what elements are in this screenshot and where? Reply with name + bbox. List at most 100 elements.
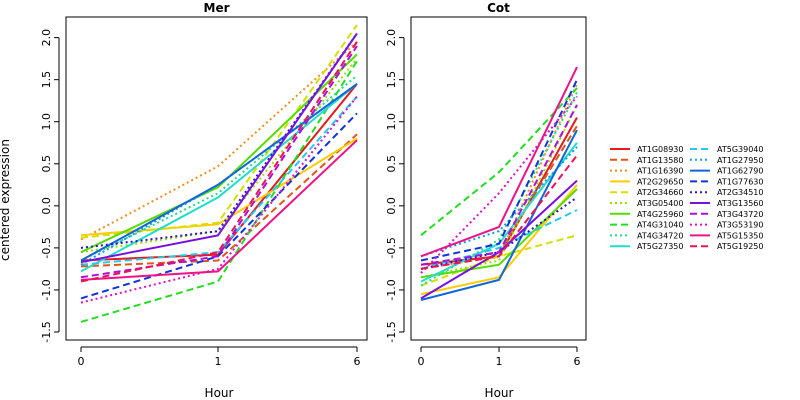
legend-item: AT1G16390 xyxy=(610,167,683,176)
legend-label: AT5G15350 xyxy=(717,231,763,240)
series-line-at4g25960 xyxy=(420,188,578,279)
legend-label: AT4G31040 xyxy=(637,221,683,230)
x-axis-title: Hour xyxy=(205,386,234,400)
series-line-at2g29650 xyxy=(420,184,578,296)
legend-label: AT3G53190 xyxy=(717,221,763,230)
series-line-at4g25960 xyxy=(80,53,358,254)
legend-item: AT1G62790 xyxy=(690,167,763,176)
series-line-at3g05400 xyxy=(420,104,578,279)
legend-item: AT4G25960 xyxy=(610,210,683,219)
series-line-at5g19250 xyxy=(420,154,578,270)
legend-label: AT3G43720 xyxy=(717,210,763,219)
series-line-at1g13580 xyxy=(80,133,358,268)
x-axis-title: Hour xyxy=(485,386,514,400)
legend-label: AT1G16390 xyxy=(637,167,683,176)
legend-item: AT1G13580 xyxy=(610,156,683,165)
series-line-at3g53190 xyxy=(80,95,358,304)
panel-mer: Mer -1.5 -1.0 -0.5 0.0 0.5 1.0 1.5 2.0 0 1 6 Hour xyxy=(40,1,368,400)
legend-label: AT4G34720 xyxy=(637,231,683,240)
y-tick-label: 1.0 xyxy=(385,113,398,131)
legend-item: AT3G13560 xyxy=(690,199,763,208)
y-tick-label: 0.5 xyxy=(40,155,53,173)
legend-item: AT4G31040 xyxy=(610,221,683,230)
series-line-at5g27350 xyxy=(80,83,358,273)
y-tick-label: 2.0 xyxy=(385,29,398,47)
x-tick-label: 0 xyxy=(78,355,85,368)
series-line-at3g43720 xyxy=(80,45,358,279)
series-line-at1g27950 xyxy=(420,146,578,258)
panel-title: Mer xyxy=(204,1,230,15)
legend-item: AT3G53190 xyxy=(690,221,763,230)
legend-item: AT1G77630 xyxy=(690,177,763,186)
series-line-at3g53190 xyxy=(420,95,578,274)
y-tick-label: 1.0 xyxy=(40,113,53,131)
y-tick-label: 2.0 xyxy=(40,29,53,47)
series-line-at1g62790 xyxy=(420,129,578,301)
series-line-at4g31040 xyxy=(80,60,358,323)
x-tick-label: 0 xyxy=(418,355,425,368)
legend-item: AT1G08930 xyxy=(610,145,683,154)
series-line-at5g15350 xyxy=(80,139,358,281)
legend-label: AT3G05400 xyxy=(637,199,683,208)
series-line-at4g34720 xyxy=(80,74,358,262)
y-tick-label: 1.5 xyxy=(40,71,53,89)
series-line-at1g77630 xyxy=(420,79,578,262)
legend-item: AT5G15350 xyxy=(690,231,763,240)
x-tick-label: 6 xyxy=(574,355,581,368)
series-line-at2g34660 xyxy=(80,24,358,239)
series-line-at5g15350 xyxy=(420,66,578,258)
series-line-at1g62790 xyxy=(80,83,358,262)
legend-label: AT3G13560 xyxy=(717,199,763,208)
series-line-at3g05400 xyxy=(80,57,358,254)
series-line-at3g13560 xyxy=(80,32,358,264)
series-line-at1g08930 xyxy=(80,83,358,262)
legend-label: AT1G27950 xyxy=(717,156,763,165)
legend-label: AT1G13580 xyxy=(637,156,683,165)
series-line-at2g34510 xyxy=(420,196,578,270)
y-tick-label: -0.5 xyxy=(40,237,53,258)
legend-label: AT5G27350 xyxy=(637,242,683,251)
legend-item: AT4G34720 xyxy=(610,231,683,240)
y-tick-label: 0.0 xyxy=(385,197,398,215)
legend-label: AT4G25960 xyxy=(637,210,683,219)
legend-label: AT1G08930 xyxy=(637,145,683,154)
series-line-at5g39040 xyxy=(80,95,358,266)
y-tick-label: 0.5 xyxy=(385,155,398,173)
series-line-at3g43720 xyxy=(420,104,578,266)
y-tick-label: 1.5 xyxy=(385,71,398,89)
x-tick-label: 1 xyxy=(496,355,503,368)
legend-item: AT2G34510 xyxy=(690,188,763,197)
y-tick-label: 0.0 xyxy=(40,197,53,215)
legend-item: AT3G05400 xyxy=(610,199,683,208)
legend-item: AT2G29650 xyxy=(610,177,683,186)
x-tick-label: 6 xyxy=(354,355,361,368)
legend-label: AT5G19250 xyxy=(717,242,763,251)
legend-label: AT2G34510 xyxy=(717,188,763,197)
series-line-at4g31040 xyxy=(420,87,578,237)
plot-box xyxy=(65,16,368,341)
panel-title: Cot xyxy=(487,1,510,15)
series-line-at2g29650 xyxy=(80,137,358,237)
y-axis-title: centered expression xyxy=(0,139,12,261)
legend-label: AT1G77630 xyxy=(717,177,763,186)
legend-item: AT5G39040 xyxy=(690,145,763,154)
legend-label: AT2G34660 xyxy=(637,188,683,197)
y-tick-label: -1.5 xyxy=(385,321,398,342)
plot-panels: Mer-1.5-1.0-0.50.00.51.01.52.00 1 6HourCot… xyxy=(40,1,587,400)
legend-item: AT1G27950 xyxy=(690,156,763,165)
series-line-at2g34510 xyxy=(80,32,358,249)
panel-cot: Cot -1.5 -1.0 -0.5 0.0 0.5 1.0 1.5 2.0 0 1 6 Hour xyxy=(385,1,587,400)
y-tick-label: -1.0 xyxy=(40,279,53,300)
y-tick-label: -0.5 xyxy=(385,237,398,258)
legend-label: AT5G39040 xyxy=(717,145,763,154)
legend-item: AT3G43720 xyxy=(690,210,763,219)
series-line-at5g19250 xyxy=(80,41,358,283)
series-line-at4g34720 xyxy=(420,91,578,287)
plot-box xyxy=(410,16,587,341)
y-tick-label: -1.0 xyxy=(385,279,398,300)
legend-label: AT1G62790 xyxy=(717,167,763,176)
series-line-at1g16390 xyxy=(80,41,358,241)
legend-item: AT2G34660 xyxy=(610,188,683,197)
